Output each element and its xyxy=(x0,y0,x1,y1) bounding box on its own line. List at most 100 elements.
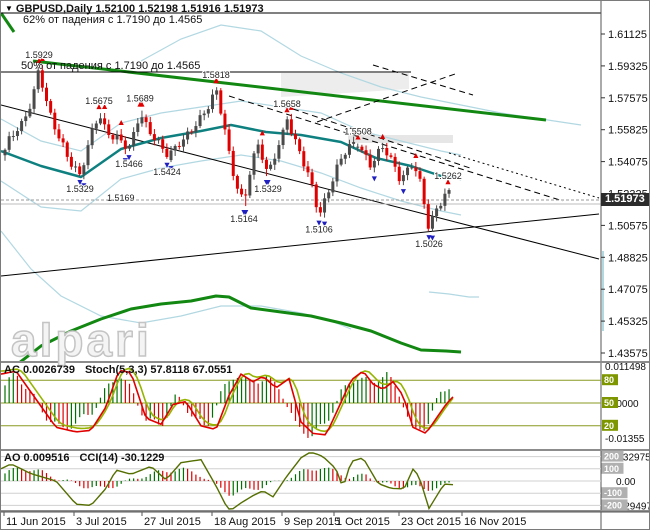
green-ma-curve xyxy=(19,294,462,361)
current-price-tag: 1.51973 xyxy=(601,193,649,206)
svg-text:1.5675: 1.5675 xyxy=(85,96,113,106)
svg-text:50: 50 xyxy=(604,398,614,408)
date-label: 23 Oct 2015 xyxy=(401,516,461,528)
svg-text:1.5329: 1.5329 xyxy=(254,184,282,194)
fractal-down-icon xyxy=(168,166,174,172)
svg-text:0.0000: 0.0000 xyxy=(608,399,639,410)
green-corner-segment xyxy=(1,12,16,33)
stoch-indicator-value: Stoch(5,3,3) 57.8118 67.0551 xyxy=(84,364,233,376)
date-label: 18 Aug 2015 xyxy=(214,516,276,528)
fractal-down-icon xyxy=(400,189,406,195)
fractal-down-icon xyxy=(241,210,247,216)
ao-indicator-value: AO 0.009516 xyxy=(4,452,70,464)
price-axis-label: 1.48825 xyxy=(608,252,648,264)
price-axis-label: 1.57575 xyxy=(608,93,648,105)
svg-text:1.5424: 1.5424 xyxy=(153,167,181,177)
fractal-up-icon xyxy=(118,120,124,126)
price-axis-label: 1.43575 xyxy=(608,348,648,360)
bollinger-band-4 xyxy=(428,291,479,298)
fractal-up-icon xyxy=(39,56,45,62)
svg-text:0.00: 0.00 xyxy=(616,477,636,488)
fractal-down-icon xyxy=(426,235,432,241)
fractal-up-icon xyxy=(288,104,294,110)
fractal-down-icon xyxy=(77,180,83,186)
svg-text:1.5689: 1.5689 xyxy=(126,94,154,104)
hline-price-label: 1.5169 xyxy=(107,193,135,203)
cci-panel[interactable] xyxy=(1,452,601,510)
stoch-panel-title: AC 0.0026739 Stoch(5,3,3) 57.8118 67.0551 xyxy=(4,364,232,376)
price-axis-label: 1.47075 xyxy=(608,284,648,296)
fractal-up-icon xyxy=(213,78,219,84)
bollinger-band-2 xyxy=(1,154,462,216)
fractal-arrows xyxy=(36,56,451,241)
cci-axis[interactable]: 0.032975 -0.029497 0.00 200 100 -100 -200 xyxy=(601,450,650,513)
fractal-up-icon xyxy=(413,152,419,158)
svg-text:-0.01355: -0.01355 xyxy=(605,434,645,445)
svg-text:0.032975: 0.032975 xyxy=(609,453,650,464)
fractal-up-icon xyxy=(445,179,451,185)
fractal-up-icon xyxy=(36,57,42,63)
chart-title-bar[interactable]: ▼ GBPUSD,Daily 1.52100 1.52198 1.51916 1.… xyxy=(5,3,264,15)
panel-separator[interactable] xyxy=(1,361,650,363)
cci-indicator-value: CCI(14) -30.1229 xyxy=(79,452,165,464)
fractal-down-icon xyxy=(265,180,271,186)
svg-text:-200: -200 xyxy=(604,500,622,510)
broker-watermark: alpari xyxy=(10,313,152,367)
cci-panel-title: AO 0.009516 CCI(14) -30.1229 xyxy=(4,452,164,464)
bollinger-band-0 xyxy=(140,24,582,126)
stoch-axis[interactable]: 0.011498 -0.01355 0.0000 80 50 20 xyxy=(602,362,646,445)
dashed-trendline-2 xyxy=(316,73,456,123)
fractal-down-icon xyxy=(371,176,377,182)
fractal-up-icon xyxy=(259,130,265,136)
date-axis[interactable]: 11 Jun 2015 3 Jul 2015 27 Jul 2015 18 Aug 2… xyxy=(1,511,650,528)
cci-line xyxy=(1,452,454,510)
main-chart-area[interactable]: 1.5169 1.5929 1.5329 1.5675 1.5466 1.5689 1.54… xyxy=(1,12,601,363)
fractal-down-icon xyxy=(164,162,170,168)
stoch-k-line xyxy=(1,369,454,436)
fractal-down-icon xyxy=(122,158,128,164)
fractal-up-icon xyxy=(355,134,361,140)
price-axis-label: 1.54075 xyxy=(608,157,648,169)
svg-text:1.5929: 1.5929 xyxy=(25,50,53,60)
svg-text:-100: -100 xyxy=(604,488,622,498)
fractal-up-icon xyxy=(380,133,386,139)
svg-text:200: 200 xyxy=(604,452,619,462)
svg-text:1.5329: 1.5329 xyxy=(66,184,94,194)
svg-text:1.5466: 1.5466 xyxy=(115,159,143,169)
date-label: 9 Sep 2015 xyxy=(284,516,340,528)
dashed-trendline-4 xyxy=(448,152,600,199)
panel-separator[interactable] xyxy=(1,449,650,451)
fractal-up-icon xyxy=(137,101,143,107)
date-label: 11 Jun 2015 xyxy=(6,516,66,528)
svg-text:100: 100 xyxy=(604,464,619,474)
price-axis-label: 1.55825 xyxy=(608,125,648,137)
dashed-trendline-3 xyxy=(372,64,474,96)
green-trendline xyxy=(32,59,547,122)
ac-indicator-value: AC 0.0026739 xyxy=(4,364,75,376)
svg-text:1.5164: 1.5164 xyxy=(230,214,258,224)
fractal-down-icon xyxy=(316,220,322,226)
svg-text:0.011498: 0.011498 xyxy=(605,362,646,373)
svg-text:1.5818: 1.5818 xyxy=(202,70,230,80)
date-label: 3 Jul 2015 xyxy=(76,516,127,528)
svg-text:-0.029497: -0.029497 xyxy=(607,501,650,512)
date-label: 27 Jul 2015 xyxy=(144,516,201,528)
fractal-up-icon xyxy=(102,104,108,110)
candlesticks xyxy=(3,65,451,232)
symbol-dropdown-icon[interactable]: ▼ xyxy=(5,4,13,13)
svg-text:1.5508: 1.5508 xyxy=(344,127,372,137)
fib-level-label-62: 62% от падения с 1.7190 до 1.4565 xyxy=(23,14,203,26)
ascending-trendline xyxy=(1,213,600,277)
fib-level-label-50: 50% от падения с 1.7190 до 1.4565 xyxy=(21,60,201,72)
fractal-down-icon xyxy=(126,155,132,161)
fractal-up-icon xyxy=(284,107,290,113)
chart-title: GBPUSD,Daily 1.52100 1.52198 1.51916 1.5… xyxy=(15,3,264,15)
panel-separator[interactable] xyxy=(1,510,650,512)
fractal-up-icon xyxy=(96,104,102,110)
fractal-down-icon xyxy=(81,183,87,189)
svg-text:1.5106: 1.5106 xyxy=(305,225,333,235)
price-axis-label: 1.50575 xyxy=(608,220,648,232)
stoch-panel[interactable] xyxy=(1,367,601,438)
